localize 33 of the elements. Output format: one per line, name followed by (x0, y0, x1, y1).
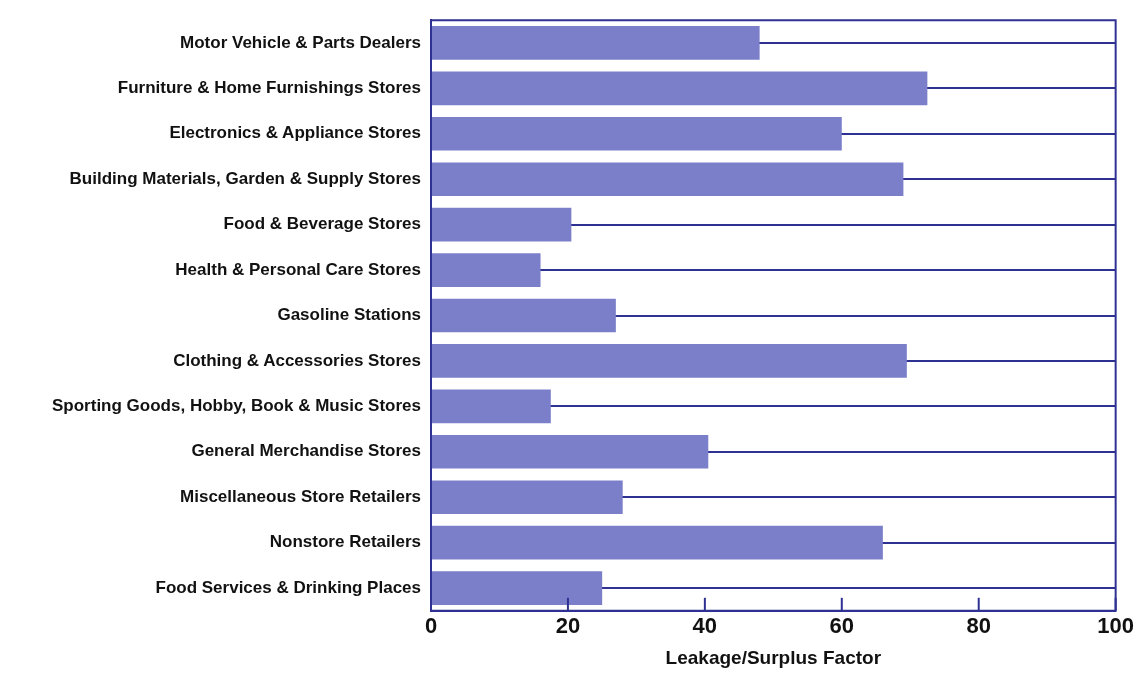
y-tick-label: Food Services & Drinking Places (155, 577, 421, 597)
bar (431, 207, 572, 242)
x-tick-label: 40 (692, 613, 718, 639)
y-tick-label: Motor Vehicle & Parts Dealers (180, 32, 421, 52)
x-tick-label: 20 (555, 613, 581, 639)
x-tick-label: 80 (966, 613, 991, 639)
bar (431, 571, 603, 605)
y-tick-label: Miscellaneous Store Retailers (180, 486, 421, 506)
y-tick-label: Electronics & Appliance Stores (169, 123, 421, 143)
bar (431, 162, 904, 197)
bar (431, 253, 541, 287)
y-tick-label: Building Materials, Garden & Supply Stores (69, 168, 421, 188)
x-axis-title: Leakage/Surplus Factor (665, 646, 882, 668)
y-tick-label: Nonstore Retailers (269, 532, 421, 552)
bar (431, 71, 928, 106)
x-tick-label: 0 (424, 613, 438, 639)
y-tick-label: Sporting Goods, Hobby, Book & Music Stores (52, 396, 421, 416)
bar (431, 434, 709, 469)
bar (431, 525, 883, 560)
x-tick-label: 100 (1097, 613, 1135, 639)
bar (431, 344, 907, 378)
y-tick-label: Food & Beverage Stores (223, 214, 421, 234)
bar (431, 480, 623, 515)
bar (431, 389, 551, 424)
x-tick-label: 60 (829, 613, 855, 639)
y-tick-label: Clothing & Accessories Stores (173, 350, 421, 370)
bar (431, 116, 842, 151)
bar (431, 298, 616, 333)
y-tick-label: Health & Personal Care Stores (175, 259, 421, 279)
bar (431, 26, 760, 60)
y-tick-label: Furniture & Home Furnishings Stores (117, 78, 421, 98)
y-tick-label: Gasoline Stations (277, 305, 421, 325)
y-tick-label: General Merchandise Stores (191, 441, 421, 461)
